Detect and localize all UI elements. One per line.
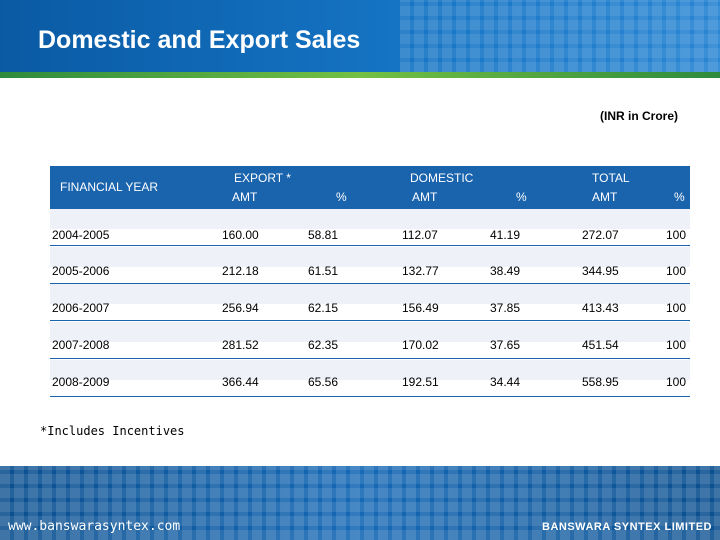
total-amt-header: AMT [592, 190, 618, 204]
slide-footer: www.banswarasyntex.com BANSWARA SYNTEX L… [0, 466, 720, 540]
export-amt-cell: 256.94 [222, 301, 259, 315]
export-amt-cell: 366.44 [222, 375, 259, 389]
domestic-group-header: DOMESTIC [410, 171, 474, 185]
total-pct-header: % [674, 190, 685, 204]
export-pct-cell: 58.81 [308, 228, 339, 242]
company-name: BANSWARA SYNTEX LIMITED [542, 521, 712, 533]
footer-pattern [0, 466, 720, 540]
row-shade [50, 360, 690, 380]
domestic-amt-cell: 156.49 [402, 301, 439, 315]
row-shade [50, 284, 690, 304]
row-shade [50, 247, 690, 267]
domestic-pct-cell: 38.49 [490, 264, 521, 278]
year-cell: 2007-2008 [52, 338, 110, 352]
export-pct-cell: 62.35 [308, 338, 339, 352]
domestic-amt-cell: 170.02 [402, 338, 439, 352]
export-amt-cell: 212.18 [222, 264, 259, 278]
export-pct-cell: 61.51 [308, 264, 339, 278]
domestic-pct-cell: 37.85 [490, 301, 521, 315]
domestic-amt-cell: 132.77 [402, 264, 439, 278]
total-amt-cell: 413.43 [582, 301, 619, 315]
year-cell: 2008-2009 [52, 375, 110, 389]
header-pattern [400, 0, 720, 72]
unit-note: (INR in Crore) [600, 109, 678, 123]
year-header-cell [50, 166, 170, 208]
row-divider [50, 283, 690, 284]
slide-header: Domestic and Export Sales [0, 0, 720, 72]
export-pct-cell: 62.15 [308, 301, 339, 315]
export-pct-cell: 65.56 [308, 375, 339, 389]
total-amt-cell: 451.54 [582, 338, 619, 352]
export-group-header: EXPORT * [234, 171, 291, 185]
total-pct-cell: 100 [666, 228, 687, 242]
year-cell: 2006-2007 [52, 301, 110, 315]
row-shade [50, 322, 690, 342]
row-divider [50, 245, 690, 246]
total-amt-cell: 558.95 [582, 375, 619, 389]
row-divider [50, 320, 690, 321]
domestic-pct-cell: 37.65 [490, 338, 521, 352]
total-amt-cell: 272.07 [582, 228, 619, 242]
domestic-pct-cell: 41.19 [490, 228, 521, 242]
row-divider [50, 208, 690, 209]
website-link[interactable]: www.banswarasyntex.com [8, 519, 181, 534]
accent-bar [0, 72, 720, 78]
export-amt-cell: 160.00 [222, 228, 259, 242]
domestic-pct-header: % [516, 190, 527, 204]
row-divider [50, 358, 690, 359]
row-divider [50, 396, 690, 397]
total-pct-cell: 100 [666, 375, 687, 389]
domestic-amt-cell: 112.07 [402, 228, 438, 242]
export-pct-header: % [336, 190, 347, 204]
total-group-header: TOTAL [592, 171, 630, 185]
year-cell: 2005-2006 [52, 264, 110, 278]
export-amt-header: AMT [232, 190, 258, 204]
slide-title: Domestic and Export Sales [38, 26, 361, 54]
year-cell: 2004-2005 [52, 228, 110, 242]
total-amt-cell: 344.95 [582, 264, 619, 278]
row-shade [50, 209, 690, 229]
total-pct-cell: 100 [666, 301, 687, 315]
column-header-row [170, 166, 690, 208]
footnote: *Includes Incentives [40, 424, 185, 438]
financial-year-header: FINANCIAL YEAR [60, 180, 159, 194]
domestic-pct-cell: 34.44 [490, 375, 521, 389]
domestic-amt-header: AMT [412, 190, 438, 204]
total-pct-cell: 100 [666, 338, 687, 352]
total-pct-cell: 100 [666, 264, 687, 278]
domestic-amt-cell: 192.51 [402, 375, 439, 389]
export-amt-cell: 281.52 [222, 338, 259, 352]
